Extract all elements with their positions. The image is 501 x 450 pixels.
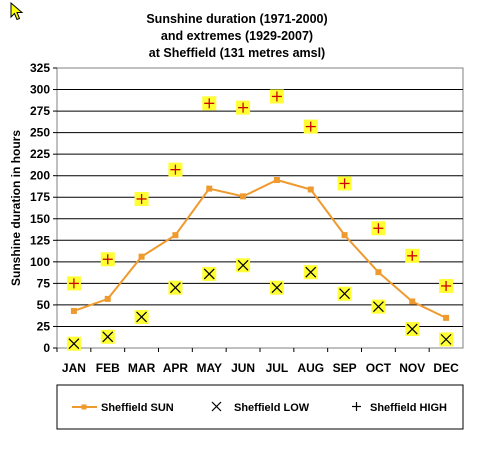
y-axis-label: Sunshine duration in hours <box>9 130 23 286</box>
grid-lines <box>57 89 463 327</box>
sun-data-point <box>206 185 213 192</box>
x-tick-label: NOV <box>399 361 425 375</box>
legend-high-marker <box>352 402 361 411</box>
chart-title-line-1: Sunshine duration (1971-2000) <box>146 12 327 26</box>
low-data-point <box>236 258 251 273</box>
sun-data-point <box>409 298 416 305</box>
high-data-point <box>303 119 318 134</box>
high-data-point <box>439 278 454 293</box>
legend-high-label: Sheffield HIGH <box>370 402 447 414</box>
x-tick-label: JAN <box>62 361 86 375</box>
sun-series-line <box>73 178 447 319</box>
low-data-point <box>134 309 149 324</box>
y-tick-label: 250 <box>30 126 50 140</box>
y-tick-label: 300 <box>30 83 50 97</box>
y-tick-label: 175 <box>30 190 50 204</box>
sun-data-point <box>341 232 348 239</box>
chart-title-line-3: at Sheffield (131 metres amsl) <box>149 46 325 60</box>
y-tick-label: 25 <box>37 319 51 333</box>
legend-low-marker <box>211 401 222 412</box>
x-axis-ticks: JAN FEB MAR APR MAY JUN JUL AUG SEP OCT NOV DEC <box>56 348 459 375</box>
high-data-point <box>337 176 352 191</box>
sun-data-point <box>375 269 382 276</box>
x-tick-label: DEC <box>433 361 459 375</box>
x-tick-label: JUN <box>231 361 255 375</box>
legend: Sheffield SUN Sheffield LOW Sheffield HI… <box>56 384 464 430</box>
low-data-point <box>100 329 115 344</box>
x-tick-label: MAY <box>196 361 222 375</box>
y-tick-label: 200 <box>30 169 50 183</box>
low-data-point <box>439 332 454 347</box>
low-data-point <box>202 266 217 281</box>
legend-low-label: Sheffield LOW <box>234 402 310 414</box>
x-tick-label: AUG <box>297 361 324 375</box>
high-data-point <box>405 248 420 263</box>
x-tick-label: FEB <box>96 361 120 375</box>
high-data-point <box>371 221 386 236</box>
sun-data-point <box>240 193 247 200</box>
low-data-point <box>405 322 420 337</box>
sun-data-point <box>307 186 314 193</box>
y-tick-label: 0 <box>43 341 50 355</box>
low-data-point <box>66 336 81 351</box>
high-data-point <box>236 100 251 115</box>
x-tick-label: APR <box>163 361 189 375</box>
legend-box <box>56 384 464 430</box>
plot-area <box>56 67 464 349</box>
sun-data-point <box>104 295 111 302</box>
y-tick-label: 325 <box>30 61 50 75</box>
high-data-point <box>100 252 115 267</box>
high-data-point <box>168 162 183 177</box>
x-tick-label: MAR <box>128 361 156 375</box>
high-data-point <box>66 276 81 291</box>
legend-sun-marker <box>81 404 87 410</box>
y-tick-label: 150 <box>30 212 50 226</box>
chart-title-line-2: and extremes (1929-2007) <box>161 29 313 43</box>
low-data-point <box>269 280 284 295</box>
x-tick-label: OCT <box>366 361 392 375</box>
y-tick-label: 50 <box>37 298 51 312</box>
high-data-point <box>202 96 217 111</box>
sun-data-point <box>443 314 450 321</box>
low-data-point <box>337 286 352 301</box>
series-low <box>66 258 454 351</box>
low-data-point <box>303 265 318 280</box>
high-data-point <box>269 89 284 104</box>
series-high <box>66 89 454 293</box>
y-tick-label: 275 <box>30 104 50 118</box>
sun-data-point <box>273 177 280 183</box>
y-tick-label: 100 <box>30 255 50 269</box>
mouse-pointer-icon <box>10 2 24 21</box>
y-tick-label: 225 <box>30 147 50 161</box>
x-tick-label: SEP <box>333 361 357 375</box>
x-tick-label: JUL <box>266 361 289 375</box>
high-data-point <box>134 191 149 206</box>
sun-data-point <box>138 253 145 260</box>
low-data-point <box>371 299 386 314</box>
y-axis-ticks: 0 25 50 75 100 125 150 175 200 225 250 275 300 325 <box>30 61 57 355</box>
low-data-point <box>168 280 183 295</box>
y-tick-label: 75 <box>37 276 51 290</box>
chart-title: Sunshine duration (1971-2000) and extrem… <box>146 12 327 60</box>
legend-sun-label: Sheffield SUN <box>101 402 174 414</box>
series-sun <box>70 177 450 321</box>
sun-data-point <box>172 232 179 239</box>
y-tick-label: 125 <box>30 233 50 247</box>
sun-data-point <box>70 307 77 314</box>
